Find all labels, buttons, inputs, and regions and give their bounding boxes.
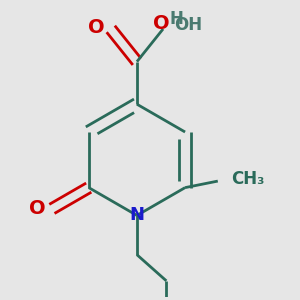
Text: CH₃: CH₃ xyxy=(232,170,265,188)
Text: O: O xyxy=(88,18,104,37)
Text: N: N xyxy=(129,206,144,224)
Text: OH: OH xyxy=(175,16,203,34)
Text: O: O xyxy=(29,200,46,218)
Text: H: H xyxy=(169,10,183,28)
Text: O: O xyxy=(153,14,170,33)
